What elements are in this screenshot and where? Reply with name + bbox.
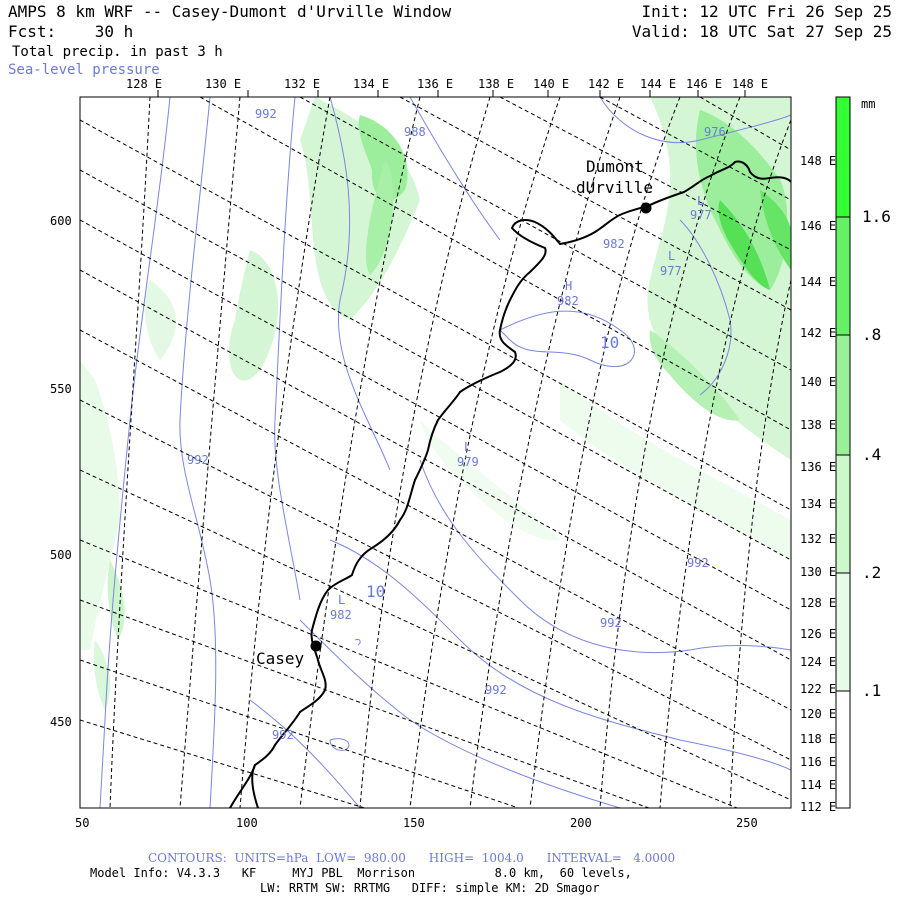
bottom-axis-label: 150 <box>403 816 425 830</box>
bottom-axis-label: 200 <box>570 816 592 830</box>
contour-label: 992 <box>272 728 294 742</box>
casey-station <box>310 640 322 652</box>
contour-label: 10 <box>600 333 620 352</box>
right-axis-label: 144 E <box>800 275 837 289</box>
dumont-label: Dumont <box>586 157 644 176</box>
right-axis-label: 126 E <box>800 627 837 641</box>
field-name: Total precip. in past 3 h <box>12 44 223 60</box>
contour-label: 992 <box>485 683 507 697</box>
overlay-name: Sea-level pressure <box>8 62 160 78</box>
valid-time: Valid: 18 UTC Sat 27 Sep 25 <box>631 22 892 41</box>
right-axis-label: 138 E <box>800 418 837 432</box>
high-marker: H <box>565 279 573 293</box>
left-axis-label: 600 <box>50 214 72 228</box>
top-axis-label: 140 E <box>533 77 570 91</box>
right-axis-label: 120 E <box>800 707 837 721</box>
colorbar-label: .2 <box>862 563 882 582</box>
contour-label: 992 <box>187 453 209 467</box>
init-time: Init: 12 UTC Fri 26 Sep 25 <box>641 2 892 21</box>
right-axis-label: 118 E <box>800 732 837 746</box>
contour-label: 988 <box>404 125 426 139</box>
bottom-axis-label: 100 <box>236 816 258 830</box>
casey-label: Casey <box>256 649 305 668</box>
top-axis-label: 138 E <box>478 77 515 91</box>
physics-info: LW: RRTM SW: RRTMG DIFF: simple KM: 2D S… <box>260 881 600 895</box>
contour-label: 977 <box>660 264 682 278</box>
right-axis-label: 124 E <box>800 655 837 669</box>
top-axis-label: 128 E <box>126 77 163 91</box>
lat-lon-grid <box>80 97 791 808</box>
colorbar-label: .8 <box>862 325 882 344</box>
top-axis-label: 132 E <box>284 77 321 91</box>
right-axis-label: 134 E <box>800 497 837 511</box>
colorbar <box>835 96 851 809</box>
contour-label: 982 <box>603 237 625 251</box>
contour-label: 982 <box>557 294 579 308</box>
right-axis-label: 122 E <box>800 682 837 696</box>
right-axis-label: 116 E <box>800 755 837 769</box>
pressure-contours <box>99 97 791 808</box>
right-axis-label: 140 E <box>800 375 837 389</box>
top-axis-label: 136 E <box>417 77 454 91</box>
top-ticks <box>157 90 746 97</box>
low-marker: L <box>668 249 676 263</box>
left-axis-label: 500 <box>50 548 72 562</box>
right-axis-label: 132 E <box>800 532 837 546</box>
right-axis-label: 128 E <box>800 596 837 610</box>
bottom-axis-label: 50 <box>75 816 90 830</box>
contour-label: 992 <box>600 616 622 630</box>
top-axis-label: 148 E <box>732 77 769 91</box>
top-axis-label: 144 E <box>640 77 677 91</box>
top-axis-label: 134 E <box>353 77 390 91</box>
model-info: Model Info: V4.3.3 KF MYJ PBL Morrison 8… <box>90 866 632 880</box>
contour-label: 10 <box>366 582 386 601</box>
contour-label: 977 <box>690 208 712 222</box>
right-axis-label: 142 E <box>800 326 837 340</box>
contour-label: 976 <box>704 125 726 139</box>
low-marker: L <box>697 194 705 208</box>
colorbar-label: .4 <box>862 445 882 464</box>
contour-label: 979 <box>457 455 479 469</box>
top-axis-label: 146 E <box>686 77 723 91</box>
bottom-axis-label: 250 <box>736 816 758 830</box>
colorbar-label: .1 <box>862 681 882 700</box>
right-axis-label: 148 E <box>800 154 837 168</box>
dumont-label-2: dUrville <box>576 178 654 197</box>
colorbar-label: 1.6 <box>862 207 891 226</box>
contour-label: 992 <box>687 556 709 570</box>
right-axis-label: 114 E <box>800 778 837 792</box>
left-axis-label: 450 <box>50 715 72 729</box>
map-frame <box>79 96 792 809</box>
top-axis-label: 142 E <box>588 77 625 91</box>
left-axis-label: 550 <box>50 382 72 396</box>
right-axis-label: 146 E <box>800 219 837 233</box>
forecast-hour: Fcst: 30 h <box>8 22 134 41</box>
right-axis-label: 136 E <box>800 460 837 474</box>
map-title: AMPS 8 km WRF -- Casey-Dumont d'Urville … <box>8 2 452 21</box>
low-marker: L <box>464 440 472 454</box>
colorbar-unit: mm <box>861 97 876 111</box>
low-marker: L <box>338 593 346 607</box>
contours-info: CONTOURS: UNITS=hPa LOW= 980.00 HIGH= 10… <box>148 851 676 865</box>
right-axis-label: 130 E <box>800 565 837 579</box>
right-axis-label: 112 E <box>800 800 837 814</box>
contour-label: 992 <box>255 107 277 121</box>
top-axis-label: 130 E <box>205 77 242 91</box>
contour-label: 982 <box>330 608 352 622</box>
dumont-durville-station <box>640 202 652 214</box>
